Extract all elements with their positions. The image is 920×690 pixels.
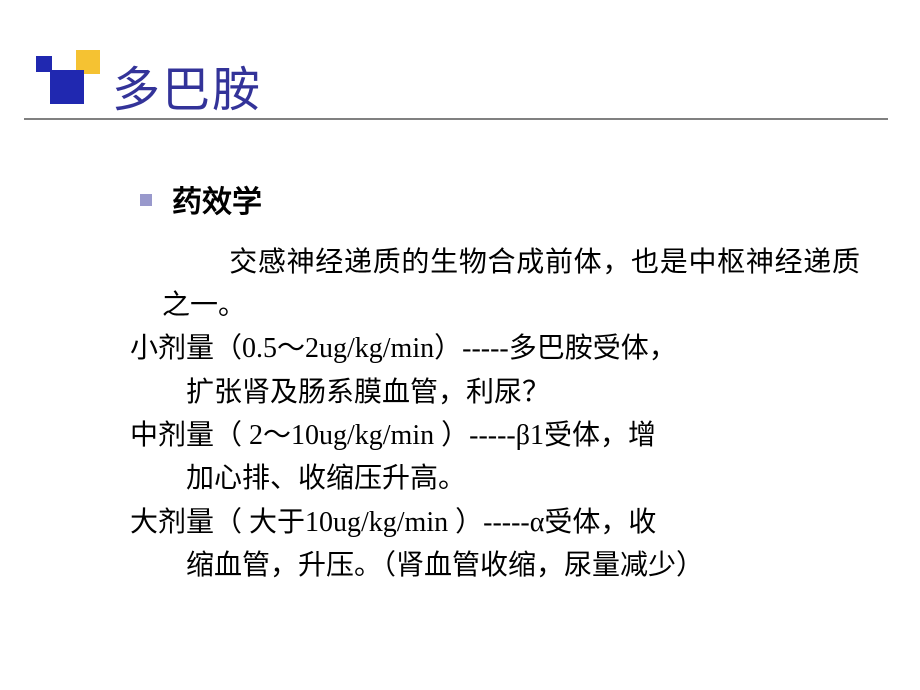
dose-large-line2: 缩血管，升压。（肾血管收缩，尿量减少） <box>186 544 860 587</box>
dose-medium-line1: 中剂量（ 2～10ug/kg/min ）-----β1受体，增 <box>130 420 656 451</box>
dose-small-line2: 扩张肾及肠系膜血管，利尿？ <box>186 371 860 414</box>
dose-medium: 中剂量（ 2～10ug/kg/min ）-----β1受体，增 加心排、收缩压升… <box>130 414 860 501</box>
title-row: 多巴胺 <box>0 50 920 120</box>
content-area: 药效学 交感神经递质的生物合成前体，也是中枢神经递质之一。 小剂量（0.5～2u… <box>130 180 860 588</box>
dose-large-line1: 大剂量（ 大于10ug/kg/min ）-----α受体，收 <box>130 507 656 538</box>
title-underline <box>24 118 888 120</box>
intro-paragraph: 交感神经递质的生物合成前体，也是中枢神经递质之一。 <box>162 241 860 328</box>
slide: 多巴胺 药效学 交感神经递质的生物合成前体，也是中枢神经递质之一。 小剂量（0.… <box>0 0 920 690</box>
block-blue-large <box>50 70 84 104</box>
dose-medium-line2: 加心排、收缩压升高。 <box>186 457 860 500</box>
square-bullet-icon <box>140 194 152 206</box>
bullet-label: 药效学 <box>172 180 262 227</box>
dose-large: 大剂量（ 大于10ug/kg/min ）-----α受体，收 缩血管，升压。（肾… <box>130 501 860 588</box>
slide-title: 多巴胺 <box>112 50 262 120</box>
dose-small-line1: 小剂量（0.5～2ug/kg/min）-----多巴胺受体， <box>130 333 677 364</box>
bullet-item: 药效学 <box>140 180 860 227</box>
dose-small: 小剂量（0.5～2ug/kg/min）-----多巴胺受体， 扩张肾及肠系膜血管… <box>130 327 860 414</box>
